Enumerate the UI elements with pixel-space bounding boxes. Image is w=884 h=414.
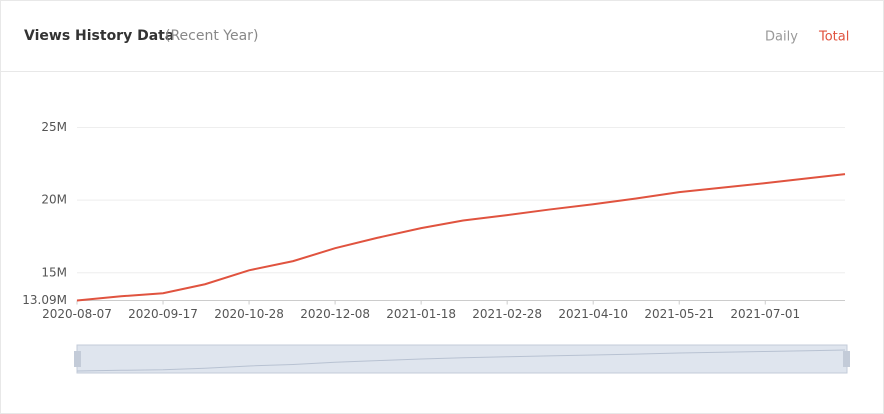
x-tick-label: 2021-02-28 [472, 307, 542, 321]
x-tick-label: 2021-07-01 [730, 307, 800, 321]
zoom-handle[interactable] [843, 351, 850, 367]
y-tick-label: 25M [41, 120, 67, 134]
x-tick-label: 2021-04-10 [558, 307, 628, 321]
x-tick-label: 2021-01-18 [386, 307, 456, 321]
y-tick-label: 15M [41, 265, 67, 279]
header-title: Views History Data [24, 28, 174, 44]
x-tick-label: 2021-05-21 [644, 307, 714, 321]
tab-total[interactable]: Total [818, 30, 849, 45]
y-tick-label: 20M [41, 193, 67, 207]
tab-daily[interactable]: Daily [765, 30, 798, 45]
zoom-handle[interactable] [74, 351, 81, 367]
x-tick-label: 2020-12-08 [300, 307, 370, 321]
x-tick-label: 2020-09-17 [128, 307, 198, 321]
x-tick-label: 2020-10-28 [214, 307, 284, 321]
zoom-preview [76, 349, 846, 372]
header-subtitle: (Recent Year) [165, 28, 258, 44]
line-series [76, 173, 846, 302]
x-tick-label: 2020-08-07 [42, 307, 112, 321]
y-tick-label: 13.09M [22, 293, 67, 307]
